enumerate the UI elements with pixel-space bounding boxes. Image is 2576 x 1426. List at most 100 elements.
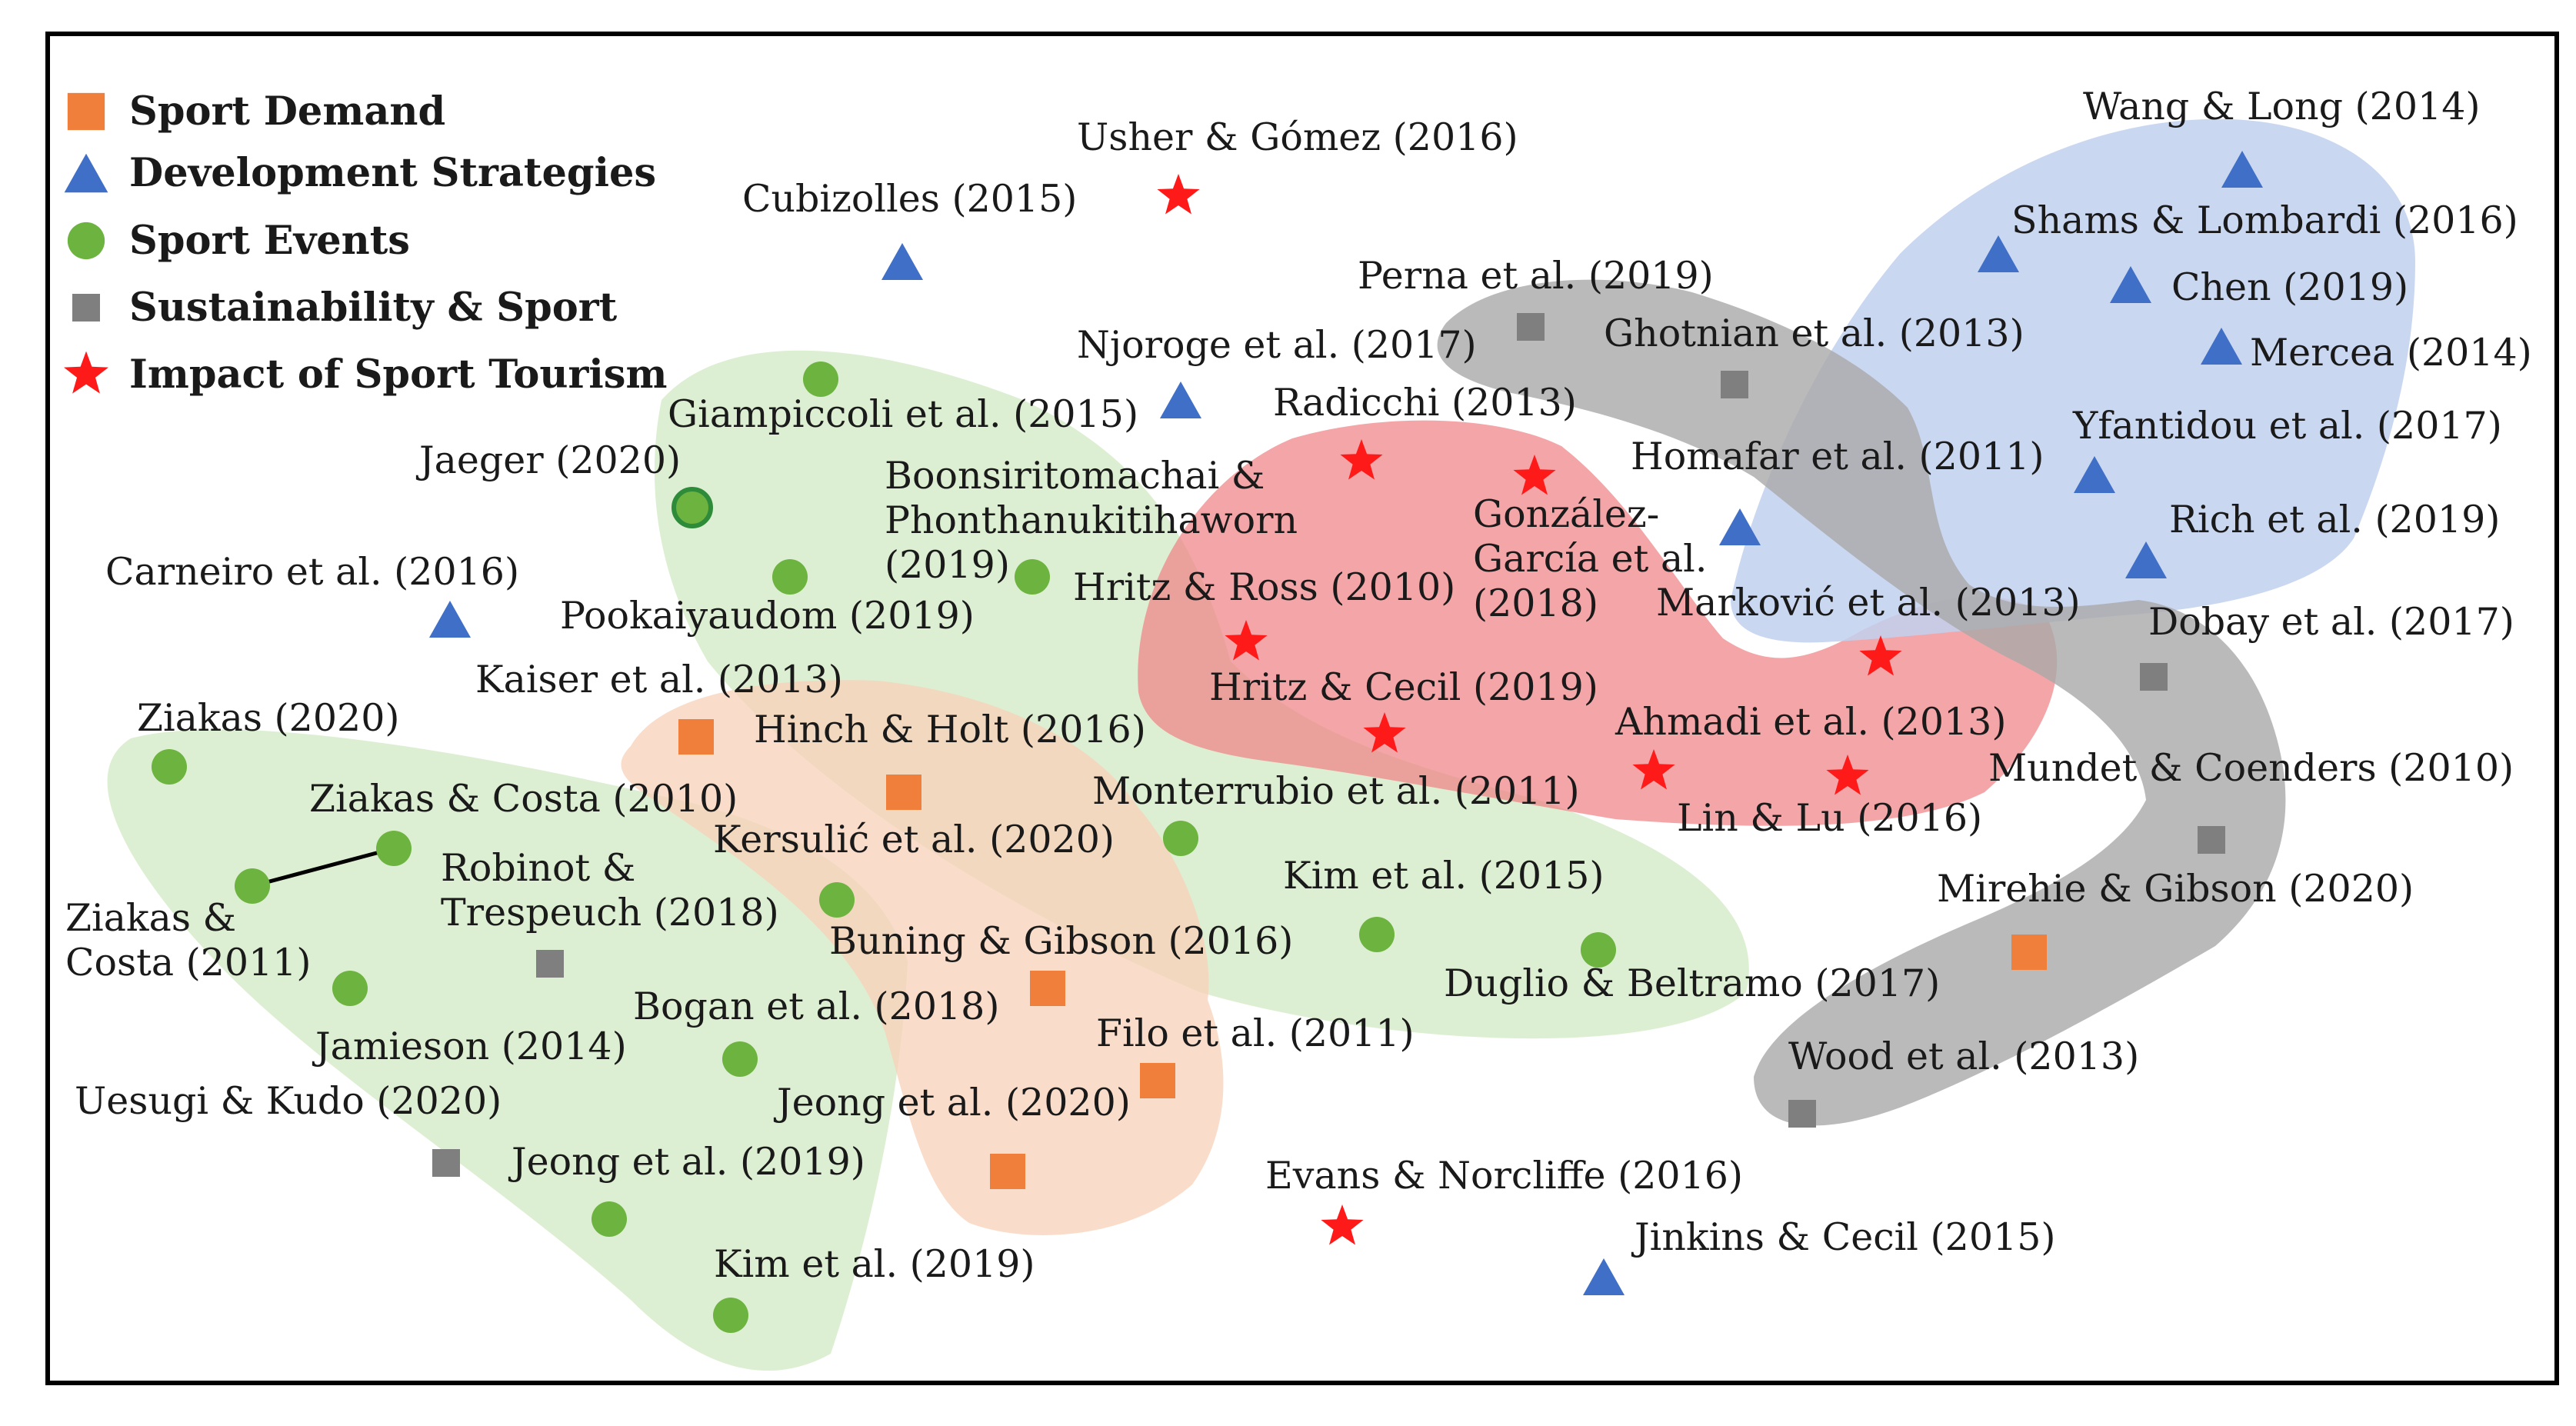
study-label: Homafar et al. (2011) bbox=[1631, 435, 2044, 478]
study-marker-star-icon bbox=[1363, 712, 1406, 753]
study-label-line: Evans & Norcliffe (2016) bbox=[1265, 1154, 1743, 1198]
study-marker-square-icon bbox=[2140, 663, 2168, 691]
study-label-line: Rich et al. (2019) bbox=[2169, 498, 2500, 541]
study-label: Ziakas (2020) bbox=[137, 696, 400, 740]
study-marker-circle-icon bbox=[1359, 917, 1395, 952]
study-label: Njoroge et al. (2017) bbox=[1077, 323, 1477, 367]
study-marker-square-icon bbox=[678, 719, 714, 755]
study-marker-triangle-icon bbox=[1719, 508, 1761, 545]
study-label-line: Kaiser et al. (2013) bbox=[475, 658, 843, 701]
study-marker-square-icon bbox=[990, 1154, 1025, 1189]
study-label-line: Giampiccoli et al. (2015) bbox=[668, 392, 1138, 436]
study-label-line: Ziakas & Costa (2010) bbox=[309, 777, 738, 821]
study-marker-square-icon bbox=[432, 1149, 460, 1177]
study-label-line: Jeong et al. (2020) bbox=[773, 1081, 1131, 1124]
study-label-line: Ziakas (2020) bbox=[137, 696, 400, 740]
study-label-line: Trespeuch (2018) bbox=[441, 891, 779, 935]
study-marker-circle-icon bbox=[772, 559, 808, 595]
study-marker-star-icon bbox=[1225, 620, 1268, 661]
study-label: Giampiccoli et al. (2015) bbox=[668, 392, 1138, 436]
study-marker-circle-icon bbox=[803, 361, 838, 397]
legend-circle-icon bbox=[67, 222, 105, 260]
study-label: Lin & Lu (2016) bbox=[1677, 796, 1982, 840]
study-label-line: Duglio & Beltramo (2017) bbox=[1444, 961, 1940, 1005]
study-marker-circle-icon bbox=[1581, 932, 1616, 968]
study-label: Radicchi (2013) bbox=[1273, 381, 1577, 425]
study-label: Buning & Gibson (2016) bbox=[829, 919, 1293, 963]
study-label: Usher & Gómez (2016) bbox=[1077, 115, 1518, 159]
study-label-line: Phonthanukitihaworn bbox=[885, 498, 1298, 542]
study-marker-circle-icon bbox=[1015, 559, 1050, 595]
study-label: Jinkins & Cecil (2015) bbox=[1631, 1215, 2056, 1259]
study-label: Duglio & Beltramo (2017) bbox=[1444, 961, 1940, 1005]
study-marker-star-icon bbox=[1826, 755, 1869, 795]
legend-triangle-icon bbox=[64, 153, 108, 193]
study-label-line: Radicchi (2013) bbox=[1273, 381, 1577, 425]
study-label-line: Usher & Gómez (2016) bbox=[1077, 115, 1518, 159]
study-marker-square-icon bbox=[2198, 826, 2225, 854]
study-marker-star-icon bbox=[1632, 749, 1675, 790]
study-marker-square-icon bbox=[2011, 935, 2047, 970]
study-label-line: Yfantidou et al. (2017) bbox=[2072, 404, 2502, 448]
study-label: Jeong et al. (2020) bbox=[773, 1081, 1131, 1124]
legend-label: Sustainability & Sport bbox=[129, 285, 618, 331]
region-impact bbox=[1138, 420, 2058, 826]
study-label-line: Wood et al. (2013) bbox=[1788, 1035, 2139, 1078]
study-label: Filo et al. (2011) bbox=[1096, 1011, 1415, 1055]
study-marker-triangle-icon bbox=[2125, 541, 2167, 578]
study-label: Kaiser et al. (2013) bbox=[475, 658, 843, 701]
study-marker-triangle-icon bbox=[429, 601, 471, 638]
study-label: Jamieson (2014) bbox=[312, 1025, 627, 1068]
study-label-line: Wang & Long (2014) bbox=[2083, 85, 2481, 128]
region-sustainability bbox=[1437, 279, 2286, 1126]
study-marker-square-icon bbox=[1721, 371, 1748, 398]
study-label: Kim et al. (2015) bbox=[1283, 854, 1605, 898]
ziakas-connector-line bbox=[252, 846, 395, 888]
legend-label: Sport Demand bbox=[129, 88, 445, 135]
study-label-line: Jinkins & Cecil (2015) bbox=[1631, 1215, 2056, 1259]
study-marker-square-icon bbox=[1140, 1063, 1175, 1098]
study-label-line: Hritz & Ross (2010) bbox=[1073, 565, 1455, 609]
study-label: Kersulić et al. (2020) bbox=[713, 818, 1115, 861]
study-label: Boonsiritomachai & Phonthanukitihaworn (20… bbox=[885, 454, 1298, 587]
study-label-line: Chen (2019) bbox=[2171, 265, 2408, 309]
study-label-line: Ahmadi et al. (2013) bbox=[1615, 700, 2006, 744]
study-label-line: Kim et al. (2019) bbox=[714, 1242, 1035, 1286]
study-label: Cubizolles (2015) bbox=[742, 177, 1077, 221]
study-label: González-García et al. (2018) bbox=[1473, 492, 1707, 625]
region-sport-demand bbox=[621, 680, 1224, 1235]
legend-label: Development Strategies bbox=[129, 150, 656, 196]
study-label-line: Robinot & bbox=[441, 846, 635, 890]
study-marker-triangle-icon bbox=[1978, 235, 2019, 272]
study-label-line: Njoroge et al. (2017) bbox=[1077, 323, 1477, 367]
study-marker-circle-icon bbox=[713, 1298, 748, 1333]
study-label-line: Jamieson (2014) bbox=[312, 1025, 627, 1068]
study-label-line: Carneiro et al. (2016) bbox=[105, 550, 519, 594]
study-label: Wood et al. (2013) bbox=[1788, 1035, 2139, 1078]
study-label: Rich et al. (2019) bbox=[2169, 498, 2500, 541]
study-label-line: Hritz & Cecil (2019) bbox=[1209, 665, 1598, 709]
study-label-line: Uesugi & Kudo (2020) bbox=[75, 1079, 502, 1123]
study-label-line: Boonsiritomachai & bbox=[885, 454, 1265, 498]
study-label: Shams & Lombardi (2016) bbox=[2011, 198, 2518, 242]
study-label: Carneiro et al. (2016) bbox=[105, 550, 519, 594]
study-label: Yfantidou et al. (2017) bbox=[2072, 404, 2502, 448]
study-label: Dobay et al. (2017) bbox=[2148, 600, 2514, 644]
study-label: Marković et al. (2013) bbox=[1656, 581, 2081, 625]
study-label-line: Homafar et al. (2011) bbox=[1631, 435, 2044, 478]
study-label-line: Jaeger (2020) bbox=[415, 438, 681, 482]
study-label: Ghotnian et al. (2013) bbox=[1604, 312, 2024, 355]
study-label: Jaeger (2020) bbox=[415, 438, 681, 482]
study-marker-circle-icon bbox=[332, 971, 368, 1006]
study-label-line: Costa (2011) bbox=[65, 941, 312, 985]
study-marker-circle-icon bbox=[722, 1041, 758, 1077]
diagram-frame bbox=[45, 32, 2559, 1385]
study-marker-triangle-icon bbox=[2221, 151, 2263, 188]
study-label: Perna et al. (2019) bbox=[1358, 254, 1714, 298]
study-marker-ring bbox=[671, 487, 713, 528]
study-label: Monterrubio et al. (2011) bbox=[1092, 769, 1580, 813]
study-label: Chen (2019) bbox=[2171, 265, 2408, 309]
study-marker-star-icon bbox=[1157, 174, 1200, 215]
study-marker-triangle-icon bbox=[1160, 381, 1201, 418]
